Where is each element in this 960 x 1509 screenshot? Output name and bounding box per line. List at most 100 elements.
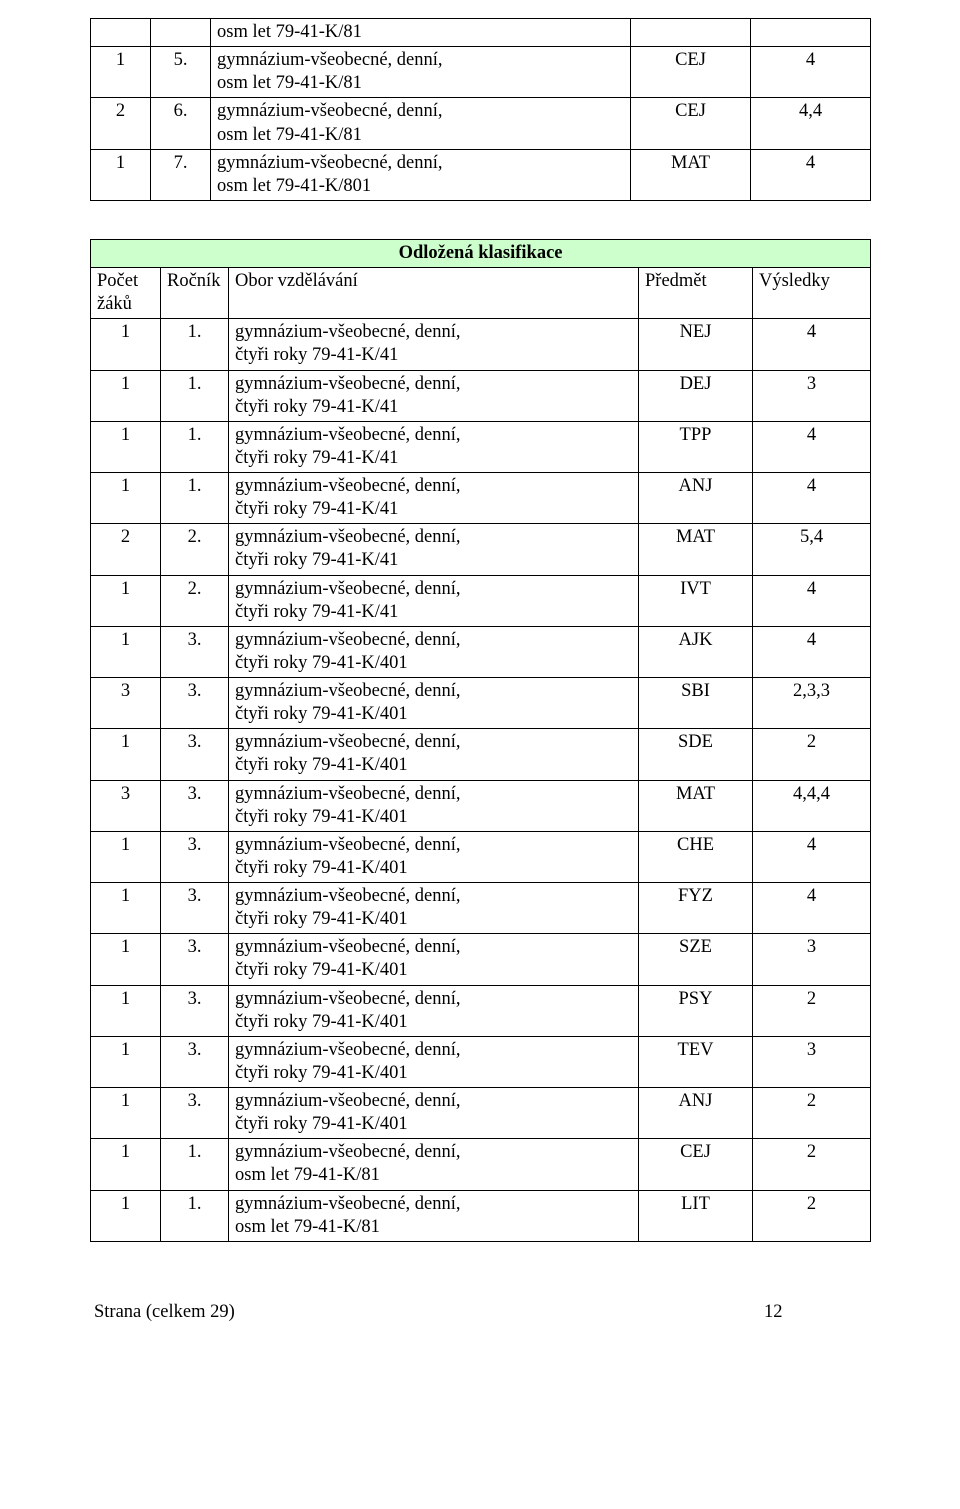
cell-subject: AJK <box>639 626 753 677</box>
footer-page-num: 12 <box>764 1302 783 1322</box>
cell-field-line2: čtyři roky 79-41-K/401 <box>235 1114 408 1134</box>
table-row: 11.gymnázium-všeobecné, denní,čtyři roky… <box>91 421 871 472</box>
cell-field-line1: gymnázium-všeobecné, denní, <box>235 1040 461 1060</box>
cell-year: 1. <box>161 421 229 472</box>
cell-field: gymnázium-všeobecné, denní, čtyři roky 79… <box>229 1036 639 1087</box>
cell-subject: PSY <box>639 985 753 1036</box>
table-row: 13.gymnázium-všeobecné, denní,čtyři roky… <box>91 729 871 780</box>
cell-result: 4 <box>753 626 871 677</box>
table-row: 33.gymnázium-všeobecné, denní,čtyři roky… <box>91 678 871 729</box>
cell-field-line2: osm let 79-41-K/81 <box>235 1165 380 1185</box>
cell-result: 4 <box>751 47 871 98</box>
cell-field-line2: čtyři roky 79-41-K/401 <box>235 1063 408 1083</box>
cell-field: gymnázium-všeobecné, denní, čtyři roky 79… <box>229 729 639 780</box>
cell-subject: CEJ <box>639 1139 753 1190</box>
cell-result: 3 <box>753 934 871 985</box>
footer-label: Strana (celkem 29) <box>94 1302 235 1322</box>
cell-count: 1 <box>91 985 161 1036</box>
cell-subject: ANJ <box>639 473 753 524</box>
table-row: 11.gymnázium-všeobecné, denní,osm let 79… <box>91 1190 871 1241</box>
cell-count: 1 <box>91 47 151 98</box>
cell-field: gymnázium-všeobecné, denní,osm let 79-41… <box>229 1139 639 1190</box>
cell-subject: LIT <box>639 1190 753 1241</box>
cell-field-line2: čtyři roky 79-41-K/41 <box>235 397 398 417</box>
cell-count: 3 <box>91 678 161 729</box>
cell-year: 3. <box>161 985 229 1036</box>
table-row: 13. gymnázium-všeobecné, denní, čtyři roky… <box>91 1036 871 1087</box>
cell-subject: SBI <box>639 678 753 729</box>
cell-field-line2: čtyři roky 79-41-K/401 <box>235 755 408 775</box>
cell-count: 2 <box>91 524 161 575</box>
table-row: 17.gymnázium-všeobecné, denní,osm let 79… <box>91 149 871 200</box>
table-row: 11.gymnázium-všeobecné, denní,osm let 79… <box>91 1139 871 1190</box>
table-row: osm let 79-41-K/81 <box>91 19 871 47</box>
cell-field-line1: gymnázium-všeobecné, denní, <box>235 681 461 701</box>
cell-subject: SZE <box>639 934 753 985</box>
cell-count: 3 <box>91 780 161 831</box>
cell-result: 4 <box>753 473 871 524</box>
col-header-count-l1: Počet <box>97 271 138 291</box>
cell-field-line2: osm let 79-41-K/81 <box>217 73 362 93</box>
table-row: 22. gymnázium-všeobecné, denní, čtyři roky… <box>91 524 871 575</box>
cell-field-line1: gymnázium-všeobecné, denní, <box>235 784 461 804</box>
cell-count: 1 <box>91 626 161 677</box>
cell-subject: FYZ <box>639 883 753 934</box>
cell-field-line1: gymnázium-všeobecné, denní, <box>235 1194 461 1214</box>
table-row: 11.gymnázium-všeobecné, denní,čtyři roky… <box>91 370 871 421</box>
table-row: 33. gymnázium-všeobecné, denní, čtyři roky… <box>91 780 871 831</box>
cell-year: 2. <box>161 575 229 626</box>
cell-count: 1 <box>91 473 161 524</box>
cell-year: 3. <box>161 780 229 831</box>
cell-count: 1 <box>91 1036 161 1087</box>
cell-subject: TPP <box>639 421 753 472</box>
cell-count: 1 <box>91 1139 161 1190</box>
cell-field-line2: čtyři roky 79-41-K/41 <box>235 550 398 570</box>
cell-subject: NEJ <box>639 319 753 370</box>
cell-field: gymnázium-všeobecné, denní,čtyři roky 79… <box>229 626 639 677</box>
cell-subject: DEJ <box>639 370 753 421</box>
cell-year: 6. <box>151 98 211 149</box>
cell-field-line1: gymnázium-všeobecné, denní, <box>235 732 461 752</box>
table-row: 13.gymnázium-všeobecné, denní,čtyři roky… <box>91 985 871 1036</box>
cell-year: 2. <box>161 524 229 575</box>
cell-field-line1: gymnázium-všeobecné, denní, <box>235 527 461 547</box>
cell-count: 1 <box>91 149 151 200</box>
page-footer: Strana (celkem 29) 12 <box>90 1302 870 1323</box>
cell-field-line1: gymnázium-všeobecné, denní, <box>235 886 461 906</box>
table-row: 15. gymnázium-všeobecné, denní, osm let 79… <box>91 47 871 98</box>
cell-result: 4 <box>753 883 871 934</box>
cell-count: 1 <box>91 831 161 882</box>
cell-field-line2: čtyři roky 79-41-K/41 <box>235 345 398 365</box>
cell-year: 7. <box>151 149 211 200</box>
main-table: Odložená klasifikace Počet žáků Ročník O… <box>90 239 871 1242</box>
cell-subject: MAT <box>631 149 751 200</box>
cell-year: 1. <box>161 1139 229 1190</box>
cell-field: gymnázium-všeobecné, denní, čtyři roky 79… <box>229 1088 639 1139</box>
cell-field-line2: čtyři roky 79-41-K/41 <box>235 499 398 519</box>
page-container: osm let 79-41-K/8115.gymnázium-všeobecné… <box>0 0 960 1353</box>
cell-field-line2: čtyři roky 79-41-K/401 <box>235 909 408 929</box>
table-title-row: Odložená klasifikace <box>91 239 871 267</box>
cell-year: 3. <box>161 1036 229 1087</box>
table-row: 13.gymnázium-všeobecné, denní,čtyři roky… <box>91 1088 871 1139</box>
table-row: 26.gymnázium-všeobecné, denní,osm let 79… <box>91 98 871 149</box>
cell-result: 4 <box>753 319 871 370</box>
cell-field: gymnázium-všeobecné, denní,čtyři roky 79… <box>229 831 639 882</box>
cell-result: 2 <box>753 729 871 780</box>
cell-subject: MAT <box>639 524 753 575</box>
cell-field: gymnázium-všeobecné, denní,osm let 79-41… <box>229 1190 639 1241</box>
cell-field-line2: čtyři roky 79-41-K/401 <box>235 807 408 827</box>
cell-year: 5. <box>151 47 211 98</box>
cell-field-line2: čtyři roky 79-41-K/401 <box>235 960 408 980</box>
col-header-results: Výsledky <box>753 268 871 319</box>
cell-field-line1: gymnázium-všeobecné, denní, <box>235 1091 461 1111</box>
cell-year: 3. <box>161 883 229 934</box>
cell-field-line1: gymnázium-všeobecné, denní, <box>235 374 461 394</box>
cell-field-line1: gymnázium-všeobecné, denní, <box>217 50 443 70</box>
cell-result: 5,4 <box>753 524 871 575</box>
cell-year: 1. <box>161 1190 229 1241</box>
top-table: osm let 79-41-K/8115.gymnázium-všeobecné… <box>90 18 871 201</box>
cell-result: 4 <box>753 575 871 626</box>
cell-field: gymnázium-všeobecné, denní, čtyři roky 79… <box>229 883 639 934</box>
cell-count: 1 <box>91 319 161 370</box>
